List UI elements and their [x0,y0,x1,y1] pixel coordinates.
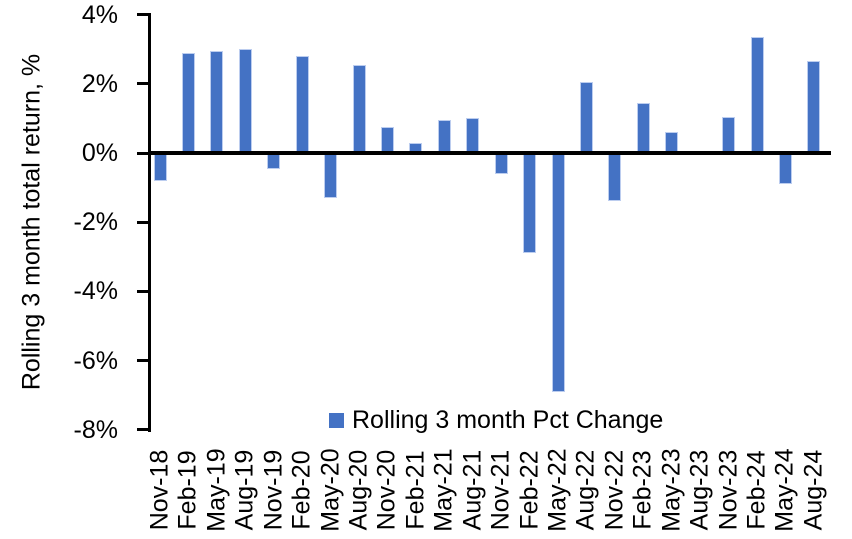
x-tick-label: May-24 [770,448,799,532]
x-tick-label: Feb-24 [742,450,771,530]
x-tick-label: May-21 [429,448,458,532]
bar-may-19 [210,51,223,153]
bar-nov-18 [154,153,167,181]
x-tick-label: Feb-22 [515,450,544,530]
y-tick-mark [137,359,148,362]
x-tick-label: Nov-19 [259,449,288,531]
bar-nov-20 [381,127,394,153]
bar-aug-20 [353,65,366,153]
x-tick-label: Nov-23 [714,449,743,531]
zero-axis-line [148,151,831,155]
y-tick-label: 2% [81,70,118,98]
bar-may-20 [324,153,337,198]
y-tick-label: -8% [73,416,118,444]
y-tick-label: 0% [81,139,118,167]
bar-feb-19 [182,53,195,153]
x-tick-label: Aug-19 [230,449,259,531]
y-tick-label: -2% [73,208,118,236]
x-tick-label: Aug-20 [344,449,373,531]
x-tick-label: May-22 [543,448,572,532]
bar-aug-22 [580,82,593,153]
x-tick-label: Nov-22 [600,449,629,531]
y-tick-mark [137,82,148,85]
x-tick-label: Feb-23 [628,450,657,530]
bar-aug-21 [466,118,479,153]
x-tick-label: Aug-21 [458,449,487,531]
x-tick-label: May-20 [316,448,345,532]
x-tick-label: Feb-19 [173,450,202,530]
bar-may-23 [665,132,678,153]
legend: Rolling 3 month Pct Change [329,406,663,435]
bar-nov-22 [608,153,621,201]
x-tick-label: May-19 [202,448,231,532]
y-tick-mark [137,428,148,431]
y-tick-label: -6% [73,347,118,375]
x-tick-label: Aug-24 [799,449,828,531]
bar-aug-19 [239,49,252,153]
bar-may-21 [438,120,451,153]
bar-aug-24 [807,61,820,153]
x-tick-label: Nov-21 [486,449,515,531]
x-tick-label: Aug-22 [571,449,600,531]
y-tick-label: 4% [81,1,118,29]
x-tick-label: May-23 [657,448,686,532]
bar-may-24 [779,153,792,184]
y-tick-mark [137,152,148,155]
y-tick-label: -4% [73,277,118,305]
x-tick-label: Nov-18 [145,449,174,531]
y-tick-mark [137,290,148,293]
bar-feb-24 [751,37,764,153]
bar-feb-23 [637,103,650,153]
bar-may-22 [552,153,565,392]
bar-feb-22 [523,153,536,253]
bar-nov-19 [267,153,280,169]
y-axis-line [148,13,151,432]
legend-label: Rolling 3 month Pct Change [352,406,664,434]
x-tick-label: Feb-20 [287,450,316,530]
x-tick-label: Aug-23 [685,449,714,531]
x-tick-label: Nov-20 [372,449,401,531]
bar-feb-20 [296,56,309,153]
legend-marker-square [329,413,344,428]
y-tick-mark [137,221,148,224]
bar-nov-23 [722,117,735,153]
bar-nov-21 [495,153,508,174]
x-tick-label: Feb-21 [401,450,430,530]
y-tick-mark [137,13,148,16]
